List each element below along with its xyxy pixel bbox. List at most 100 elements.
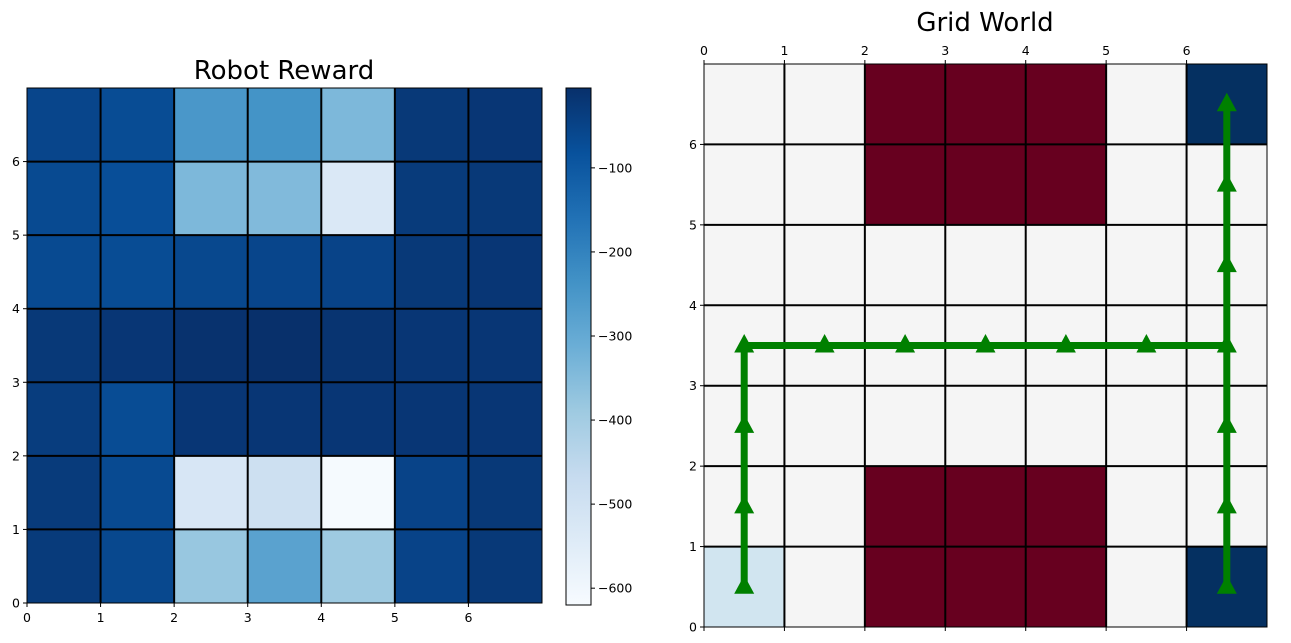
reward-cell — [394, 382, 469, 457]
grid-world-x-ticks: 0 1 2 3 4 5 6 — [700, 43, 1191, 631]
reward-cell — [394, 161, 469, 236]
grid-cell-obstacle — [1025, 466, 1107, 548]
robot-path-markers — [734, 92, 1237, 594]
grid-cell-obstacle — [945, 64, 1027, 145]
grid-cell-empty — [1106, 466, 1188, 548]
y-tick-label: 6 — [12, 154, 20, 169]
colorbar-tick-label: −600 — [598, 581, 632, 596]
reward-cell — [247, 529, 322, 604]
reward-cells — [27, 88, 543, 604]
grid-cell-empty — [1025, 224, 1107, 306]
colorbar-tick-label: −300 — [598, 328, 632, 343]
x-tick-label: 5 — [1102, 43, 1110, 58]
reward-cell — [394, 529, 469, 604]
grid-cell-empty — [784, 546, 866, 628]
path-marker — [734, 494, 755, 514]
reward-cell — [468, 382, 543, 457]
reward-cell — [468, 455, 543, 530]
reward-cell — [321, 529, 396, 604]
grid-cell-empty — [945, 224, 1027, 306]
path-marker — [734, 414, 755, 433]
path-marker — [1055, 334, 1076, 353]
grid-cell-empty — [704, 64, 785, 145]
reward-cell — [100, 161, 175, 236]
y-tick-label: 0 — [689, 620, 697, 635]
reward-cell — [247, 235, 322, 310]
reward-cell — [100, 455, 175, 530]
grid-world-chart: Grid World 0 1 2 3 4 5 6 0 1 2 3 4 5 6 — [689, 8, 1268, 635]
left-chart-title: Robot Reward — [194, 56, 375, 86]
reward-cell — [321, 382, 396, 457]
reward-cell — [100, 382, 175, 457]
reward-cell — [321, 88, 396, 163]
reward-cell — [100, 88, 175, 163]
reward-cell — [321, 455, 396, 530]
grid-cell-empty — [784, 385, 866, 467]
reward-cell — [27, 529, 102, 604]
colorbar-tick-label: −200 — [598, 244, 632, 259]
grid-cell-empty — [704, 144, 785, 226]
path-marker — [814, 334, 835, 353]
grid-cell-empty — [1106, 385, 1188, 467]
y-tick-label: 1 — [12, 522, 20, 537]
reward-cell — [394, 235, 469, 310]
path-marker — [1216, 173, 1237, 192]
y-tick-label: 1 — [689, 539, 697, 554]
path-marker — [1216, 253, 1237, 273]
reward-cell — [247, 455, 322, 530]
x-tick-label: 3 — [941, 43, 949, 58]
x-tick-label: 0 — [23, 610, 31, 625]
grid-cell-empty — [1106, 64, 1188, 145]
path-marker — [1216, 414, 1237, 433]
grid-cell-empty — [704, 224, 785, 306]
reward-cell — [468, 529, 543, 604]
reward-cell — [394, 308, 469, 383]
x-tick-label: 4 — [1022, 43, 1030, 58]
reward-cell — [100, 235, 175, 310]
x-tick-label: 0 — [700, 43, 708, 58]
grid-cell-obstacle — [945, 144, 1027, 226]
reward-cell — [27, 455, 102, 530]
reward-cell — [247, 308, 322, 383]
reward-cell — [468, 235, 543, 310]
reward-cell — [27, 235, 102, 310]
reward-cell — [468, 308, 543, 383]
grid-cell-empty — [945, 385, 1027, 467]
reward-cell — [247, 88, 322, 163]
y-tick-label: 4 — [689, 298, 697, 313]
grid-cell-obstacle — [1025, 144, 1107, 226]
grid-cell-obstacle — [945, 466, 1027, 548]
reward-grid-lines — [27, 88, 542, 603]
y-tick-label: 6 — [689, 137, 697, 152]
grid-cell-empty — [1025, 385, 1107, 467]
grid-world-y-ticks: 0 1 2 3 4 5 6 — [689, 137, 704, 635]
x-tick-label: 2 — [170, 610, 178, 625]
reward-cell — [27, 308, 102, 383]
reward-cell — [321, 161, 396, 236]
reward-cell — [100, 308, 175, 383]
y-tick-label: 3 — [689, 378, 697, 393]
right-chart-title: Grid World — [916, 8, 1053, 38]
y-tick-label: 5 — [12, 228, 20, 243]
colorbar-gradient — [565, 87, 592, 606]
reward-cell — [174, 455, 249, 530]
grid-cell-obstacle — [1025, 546, 1107, 628]
reward-cell — [247, 382, 322, 457]
reward-cell — [174, 88, 249, 163]
reward-y-ticks: 0 1 2 3 4 5 6 — [12, 154, 27, 611]
colorbar-tick-label: −400 — [598, 413, 632, 428]
reward-cell — [174, 529, 249, 604]
x-tick-label: 3 — [244, 610, 252, 625]
reward-cell — [468, 88, 543, 163]
path-marker — [975, 334, 996, 353]
grid-cell-empty — [864, 224, 946, 306]
reward-axes-frame — [26, 87, 543, 604]
x-tick-label: 6 — [464, 610, 472, 625]
grid-cell-obstacle — [864, 546, 946, 628]
x-tick-label: 5 — [391, 610, 399, 625]
reward-cell — [394, 88, 469, 163]
y-tick-label: 2 — [12, 448, 20, 463]
y-tick-label: 3 — [12, 375, 20, 390]
reward-cell — [174, 382, 249, 457]
y-tick-label: 5 — [689, 217, 697, 232]
